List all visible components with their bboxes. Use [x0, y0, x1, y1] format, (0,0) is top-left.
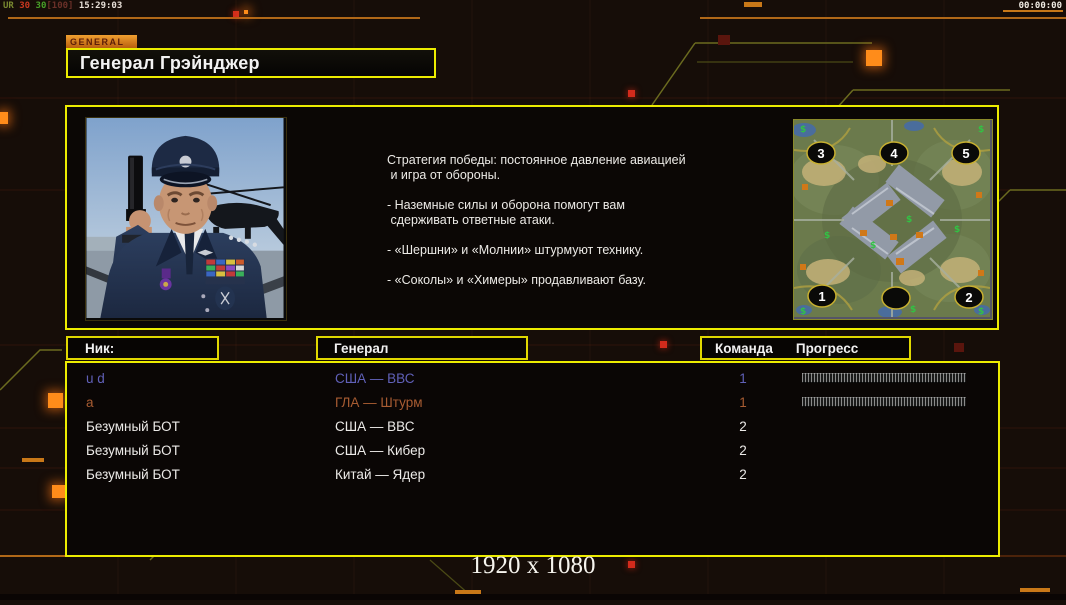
decor-square	[628, 90, 635, 97]
general-tab: GENERAL	[66, 35, 137, 48]
decor-square	[660, 341, 667, 348]
debug-bracket: [100]	[46, 1, 74, 11]
player-row: Безумный БОТ США — ВВС 2	[67, 415, 998, 439]
briefing-line: сдерживать ответные атаки.	[387, 213, 555, 227]
strategy-briefing: Стратегия победы: постоянное давление ав…	[387, 153, 727, 288]
general-portrait	[85, 117, 287, 321]
debug-clock: 15:29:03	[78, 1, 123, 11]
debug-fps: 30	[19, 1, 31, 11]
map-preview: $ $ $ $ $ $ $ $ $ 3 4 5 1 2	[789, 119, 994, 320]
progress-header-label: Прогресс	[795, 340, 859, 356]
player-row: Безумный БОТ Китай — Ядер 2	[67, 463, 998, 487]
briefing-line	[387, 258, 727, 273]
briefing-line: - «Соколы» и «Химеры» продавливают базу.	[387, 273, 646, 287]
svg-text:$: $	[800, 125, 806, 135]
decor-dash	[455, 590, 481, 595]
briefing-line	[387, 183, 727, 198]
spawn-2: 2	[965, 290, 972, 305]
player-row: Безумный БОТ США — Кибер 2	[67, 439, 998, 463]
general-title-box: Генерал Грэйнджер	[66, 48, 436, 78]
player-general: США — ВВС	[335, 371, 415, 386]
svg-text:$: $	[978, 307, 984, 317]
svg-text:$: $	[800, 307, 806, 317]
player-row: a ГЛА — Штурм 1	[67, 391, 998, 415]
svg-text:$: $	[870, 241, 876, 251]
decor-square	[628, 561, 635, 568]
player-team: 2	[739, 443, 747, 458]
decor-square	[718, 35, 730, 45]
player-nick: Безумный БОТ	[86, 419, 180, 434]
load-progress-bar	[802, 397, 966, 407]
decor-square	[233, 11, 239, 17]
debug-label: UR	[3, 1, 14, 11]
decor-square	[48, 393, 63, 408]
timer-underline	[1003, 10, 1063, 12]
column-header-nick: Ник:	[66, 336, 219, 360]
player-general: США — Кибер	[335, 443, 426, 458]
general-portrait-image	[86, 118, 284, 318]
map-preview-image: $ $ $ $ $ $ $ $ $ 3 4 5 1 2	[789, 120, 994, 318]
team-header-label: Команда	[715, 340, 773, 356]
briefing-line	[387, 228, 727, 243]
briefing-line: и игра от обороны.	[387, 168, 501, 182]
svg-text:$: $	[824, 231, 830, 241]
player-row: u d США — ВВС 1	[67, 367, 998, 391]
spawn-5: 5	[962, 146, 969, 161]
nick-header-label: Ник:	[85, 340, 115, 356]
svg-text:$: $	[906, 215, 912, 225]
decor-dash	[1020, 588, 1050, 592]
load-progress-bar	[802, 373, 966, 383]
column-header-team-progress: Команда Прогресс	[700, 336, 911, 360]
spawn-1: 1	[818, 289, 825, 304]
players-table: u d США — ВВС 1 a ГЛА — Штурм 1 Безумный…	[65, 361, 1000, 557]
svg-text:$: $	[954, 225, 960, 235]
player-team: 2	[739, 419, 747, 434]
decor-square	[52, 485, 65, 498]
svg-text:$: $	[910, 305, 916, 315]
decor-square	[866, 50, 882, 66]
spawn-3: 3	[817, 146, 824, 161]
match-timer: 00:00:00	[1018, 1, 1062, 11]
briefing-line: Стратегия победы: постоянное давление ав…	[387, 153, 686, 167]
briefing-line: - «Шершни» и «Молнии» штурмуют технику.	[387, 243, 644, 257]
player-nick: u d	[86, 371, 105, 386]
player-nick: a	[86, 395, 94, 410]
briefing-panel: Стратегия победы: постоянное давление ав…	[65, 105, 999, 330]
decor-square	[954, 343, 964, 352]
debug-fps-cap: 30	[35, 1, 47, 11]
bottom-strip	[0, 594, 1066, 600]
player-team: 1	[739, 371, 747, 386]
player-general: ГЛА — Штурм	[335, 395, 423, 410]
resolution-label: 1920 x 1080	[470, 552, 596, 579]
general-tab-label: GENERAL	[70, 36, 125, 47]
spawn-4: 4	[890, 146, 898, 161]
player-general: США — ВВС	[335, 419, 415, 434]
decor-square	[0, 112, 8, 124]
player-team: 1	[739, 395, 747, 410]
hud-line-right	[700, 17, 1066, 19]
page-title: Генерал Грэйнджер	[80, 52, 260, 73]
player-nick: Безумный БОТ	[86, 467, 180, 482]
player-nick: Безумный БОТ	[86, 443, 180, 458]
decor-dash	[22, 458, 44, 462]
hud-line-left	[8, 17, 420, 19]
player-team: 2	[739, 467, 747, 482]
decor-dash	[744, 2, 762, 7]
briefing-line: - Наземные силы и оборона помогут вам	[387, 198, 625, 212]
decor-square	[244, 10, 248, 14]
general-header-label: Генерал	[334, 340, 389, 356]
player-general: Китай — Ядер	[335, 467, 426, 482]
column-header-general: Генерал	[316, 336, 528, 360]
svg-text:$: $	[978, 125, 984, 135]
debug-overlay: UR 30 30[100] 15:29:03	[3, 1, 122, 11]
